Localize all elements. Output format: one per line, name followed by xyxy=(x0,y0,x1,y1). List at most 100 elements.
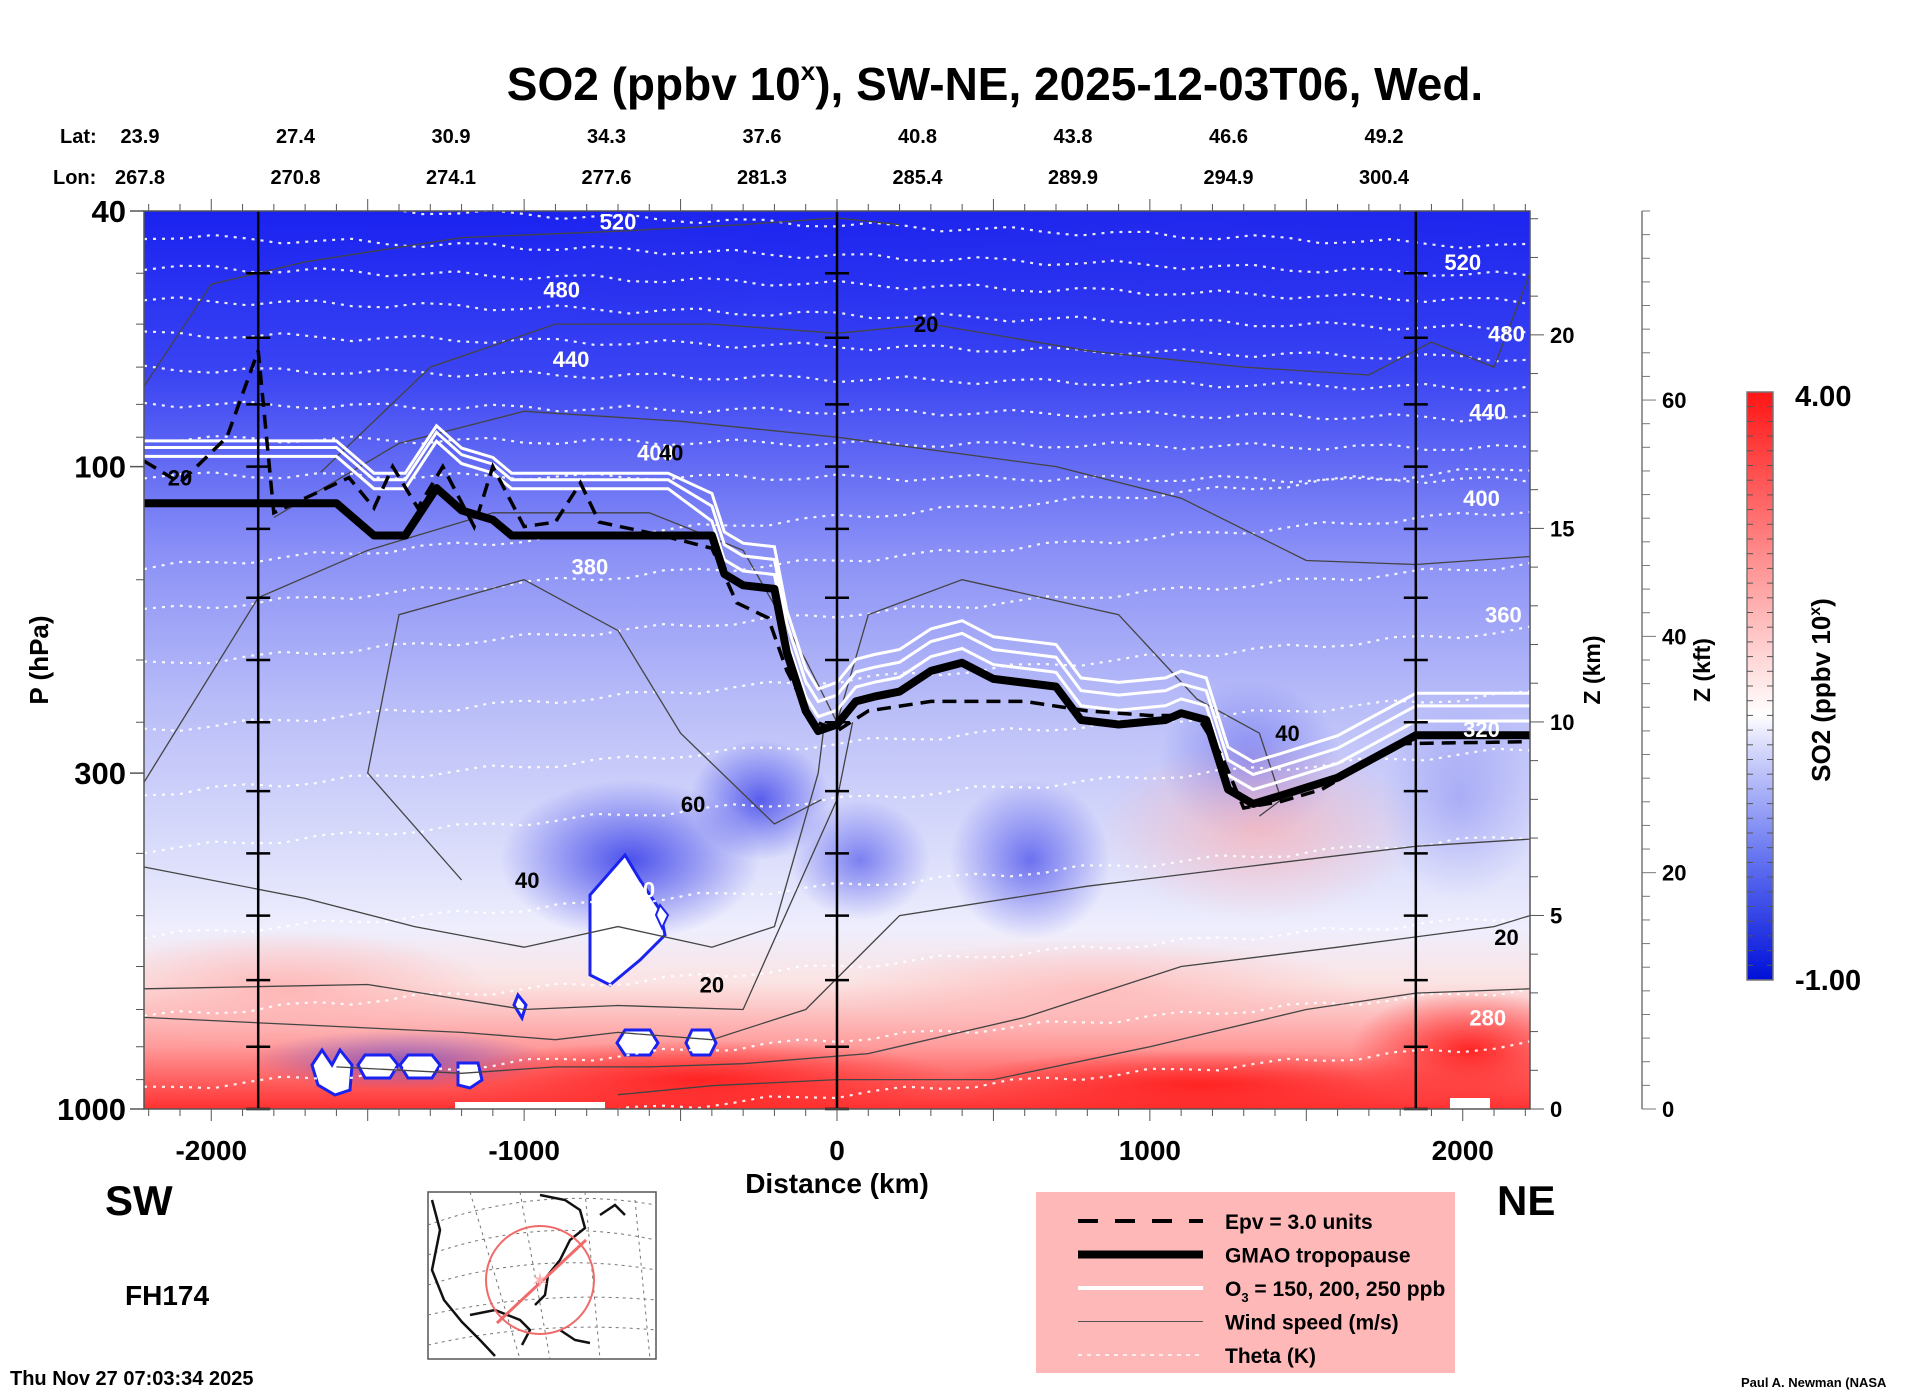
epv-line xyxy=(144,350,1530,810)
y-axis-title: P (hPa) xyxy=(24,615,54,704)
x-tick-label: -1000 xyxy=(488,1135,560,1166)
z-kft-axis-title: Z (kft) xyxy=(1689,638,1715,702)
y-tick-label: 100 xyxy=(74,450,126,485)
missing-data-hex xyxy=(456,1061,484,1090)
ozone-contour xyxy=(144,430,1530,777)
legend-label: Wind speed (m/s) xyxy=(1225,1312,1399,1335)
theta-line xyxy=(144,296,1530,334)
lat-value: 46.6 xyxy=(1209,126,1248,148)
so2-region-red-3 xyxy=(1350,990,1530,1109)
theta-label: 520 xyxy=(1444,250,1481,275)
z-km-tick-label: 0 xyxy=(1550,1097,1562,1122)
missing-data-diamond xyxy=(512,992,528,1022)
theta-label: 400 xyxy=(637,440,674,465)
lon-value: 289.9 xyxy=(1048,167,1098,189)
chart-title: SO2 (ppbv 10x), SW-NE, 2025-12-03T06, We… xyxy=(507,56,1483,110)
so2-region-red-2 xyxy=(940,1050,1460,1109)
tropopause-lines xyxy=(144,350,1530,810)
theta-label: 480 xyxy=(543,278,580,303)
ozone-contour xyxy=(144,423,1530,764)
wind-speed-contour xyxy=(617,988,1530,1096)
z-km-tick-label: 10 xyxy=(1550,710,1574,735)
legend-box xyxy=(1036,1192,1455,1373)
lat-value: 27.4 xyxy=(276,126,316,148)
lat-lon-header: Lat: Lon: 23.9 27.4 30.9 34.3 37.6 40.8 43.8 46.6… xyxy=(53,126,1410,189)
so2-region-pink-1 xyxy=(144,930,490,1050)
gmao-tropopause-line xyxy=(144,484,1530,808)
lat-value: 23.9 xyxy=(121,126,160,148)
wind-speed-label: 40 xyxy=(659,440,683,465)
theta-line xyxy=(144,917,1530,1017)
lon-value: 274.1 xyxy=(426,167,476,189)
z-km-tick-label: 15 xyxy=(1550,516,1574,541)
map-coastlines xyxy=(430,1193,626,1357)
theta-line xyxy=(144,364,1530,393)
x-tick-label: 2000 xyxy=(1432,1135,1494,1166)
z-kft-tick-label: 60 xyxy=(1662,388,1686,413)
z-kft-tick-label: 40 xyxy=(1662,624,1686,649)
missing-data-hex xyxy=(684,1028,718,1057)
map-inset: ✶ xyxy=(427,1191,657,1360)
lat-value: 49.2 xyxy=(1365,126,1404,148)
theta-label: 320 xyxy=(1463,717,1500,742)
missing-data-hex xyxy=(615,1028,660,1057)
colorbar-min-label: -1.00 xyxy=(1795,965,1861,997)
lon-value: 281.3 xyxy=(737,167,787,189)
z-km-tick-label: 5 xyxy=(1550,903,1562,928)
so2-region-upper-blue xyxy=(700,211,1530,360)
theta-line xyxy=(307,211,1530,250)
theta-line xyxy=(144,434,1530,452)
theta-label: 440 xyxy=(553,347,590,372)
theta-line xyxy=(144,264,1530,306)
wind-speed-contour xyxy=(320,273,1530,473)
theta-label: 380 xyxy=(571,554,608,579)
y-tick-label: 1000 xyxy=(57,1092,126,1127)
ozone-contours xyxy=(144,423,1530,792)
map-transect-line xyxy=(495,1238,588,1325)
theta-line xyxy=(144,987,1530,1090)
lon-value: 277.6 xyxy=(581,167,631,189)
legend-label: Theta (K) xyxy=(1225,1345,1316,1368)
z-kft-tick-label: 0 xyxy=(1662,1097,1674,1122)
theta-line xyxy=(144,471,1530,485)
timestamp: Thu Nov 27 07:03:34 2025 xyxy=(10,1368,253,1390)
contour-labels: 520 480 440 400 380 320 520 480 440 400 360 320 280 2… xyxy=(168,211,1525,1030)
so2-region-pink-3 xyxy=(840,940,1360,1040)
wind-speed-label: 60 xyxy=(681,792,705,817)
lat-value: 43.8 xyxy=(1054,126,1093,148)
lat-value: 37.6 xyxy=(743,126,782,148)
wind-speed-contour xyxy=(144,838,1530,1041)
z-km-tick-label: 20 xyxy=(1550,323,1574,348)
theta-label: 480 xyxy=(1488,321,1525,346)
direction-ne: NE xyxy=(1497,1177,1555,1224)
wind-speed-label: 20 xyxy=(700,972,724,997)
x-axis-title: Distance (km) xyxy=(745,1168,929,1199)
theta-line xyxy=(144,400,1530,423)
so2-region-blue-4 xyxy=(950,780,1110,940)
theta-line xyxy=(144,330,1530,363)
legend-label: GMAO tropopause xyxy=(1225,1245,1411,1268)
map-range-circle xyxy=(485,1225,595,1335)
wind-speed-contour xyxy=(144,217,900,387)
colorbar-ticks xyxy=(1747,406,1773,966)
theta-line xyxy=(144,233,1530,277)
so2-region-blue-3 xyxy=(790,800,930,920)
z-kft-tick-label: 20 xyxy=(1662,861,1686,886)
x-tick-label: -2000 xyxy=(175,1135,247,1166)
so2-region-blue-2 xyxy=(690,740,830,860)
wind-speed-label: 20 xyxy=(168,466,192,491)
theta-label: 320 xyxy=(618,877,655,902)
lat-value: 34.3 xyxy=(587,126,626,148)
map-frame xyxy=(427,1191,657,1360)
so2-region-upper-blue-2 xyxy=(530,211,770,340)
lon-label: Lon: xyxy=(53,167,96,189)
wind-speed-label: 20 xyxy=(914,312,938,337)
axes: 40 100 300 1000 -2000 -1000 0 1000 2000 0 5 10 15 20 0… xyxy=(57,194,1686,1166)
direction-sw: SW xyxy=(105,1177,173,1224)
ozone-contour xyxy=(144,439,1530,792)
map-center-star-icon: ✶ xyxy=(531,1268,549,1293)
lat-value: 40.8 xyxy=(898,126,937,148)
credit: Paul A. Newman (NASA xyxy=(1741,1375,1887,1390)
lat-label: Lat: xyxy=(60,126,97,148)
lon-value: 294.9 xyxy=(1203,167,1253,189)
